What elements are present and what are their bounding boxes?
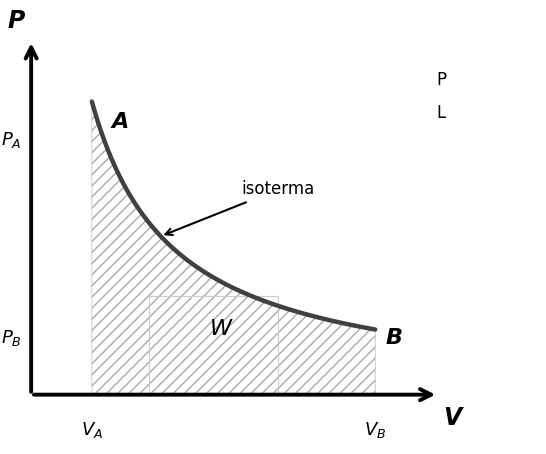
Text: isoterma: isoterma (165, 181, 315, 235)
Text: $\boldsymbol{P}$: $\boldsymbol{P}$ (7, 9, 26, 33)
Text: L: L (436, 104, 445, 122)
Text: $\boldsymbol{P_B}$: $\boldsymbol{P_B}$ (1, 328, 21, 348)
Text: $\boldsymbol{V}$: $\boldsymbol{V}$ (443, 406, 465, 430)
Text: $\boldsymbol{P_A}$: $\boldsymbol{P_A}$ (1, 130, 21, 150)
Text: $\boldsymbol{A}$: $\boldsymbol{A}$ (110, 112, 128, 132)
Text: $\boldsymbol{V_B}$: $\boldsymbol{V_B}$ (364, 420, 387, 440)
Text: $W$: $W$ (209, 319, 234, 339)
Text: $\boldsymbol{V_A}$: $\boldsymbol{V_A}$ (81, 420, 103, 440)
Text: P: P (436, 70, 446, 89)
Text: $\boldsymbol{B}$: $\boldsymbol{B}$ (385, 328, 402, 348)
